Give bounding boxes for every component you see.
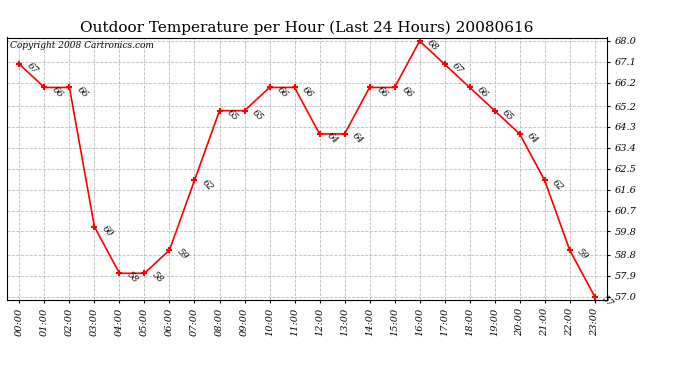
Text: 68: 68 bbox=[425, 38, 440, 53]
Text: 60: 60 bbox=[100, 224, 115, 238]
Text: 59: 59 bbox=[175, 247, 190, 262]
Text: 64: 64 bbox=[325, 131, 339, 146]
Text: 64: 64 bbox=[525, 131, 540, 146]
Text: 67: 67 bbox=[450, 62, 464, 76]
Text: 65: 65 bbox=[500, 108, 515, 122]
Text: 58: 58 bbox=[125, 270, 139, 285]
Text: 57: 57 bbox=[600, 294, 615, 308]
Text: 66: 66 bbox=[50, 85, 64, 99]
Text: 66: 66 bbox=[475, 85, 490, 99]
Text: 67: 67 bbox=[25, 62, 39, 76]
Text: 64: 64 bbox=[350, 131, 364, 146]
Text: 62: 62 bbox=[550, 178, 564, 192]
Text: 66: 66 bbox=[375, 85, 390, 99]
Title: Outdoor Temperature per Hour (Last 24 Hours) 20080616: Outdoor Temperature per Hour (Last 24 Ho… bbox=[80, 21, 534, 35]
Text: 66: 66 bbox=[300, 85, 315, 99]
Text: 66: 66 bbox=[275, 85, 290, 99]
Text: 62: 62 bbox=[200, 178, 215, 192]
Text: 65: 65 bbox=[225, 108, 239, 122]
Text: 66: 66 bbox=[75, 85, 90, 99]
Text: 65: 65 bbox=[250, 108, 264, 122]
Text: 66: 66 bbox=[400, 85, 415, 99]
Text: 59: 59 bbox=[575, 247, 590, 262]
Text: 58: 58 bbox=[150, 270, 164, 285]
Text: Copyright 2008 Cartronics.com: Copyright 2008 Cartronics.com bbox=[10, 42, 154, 51]
